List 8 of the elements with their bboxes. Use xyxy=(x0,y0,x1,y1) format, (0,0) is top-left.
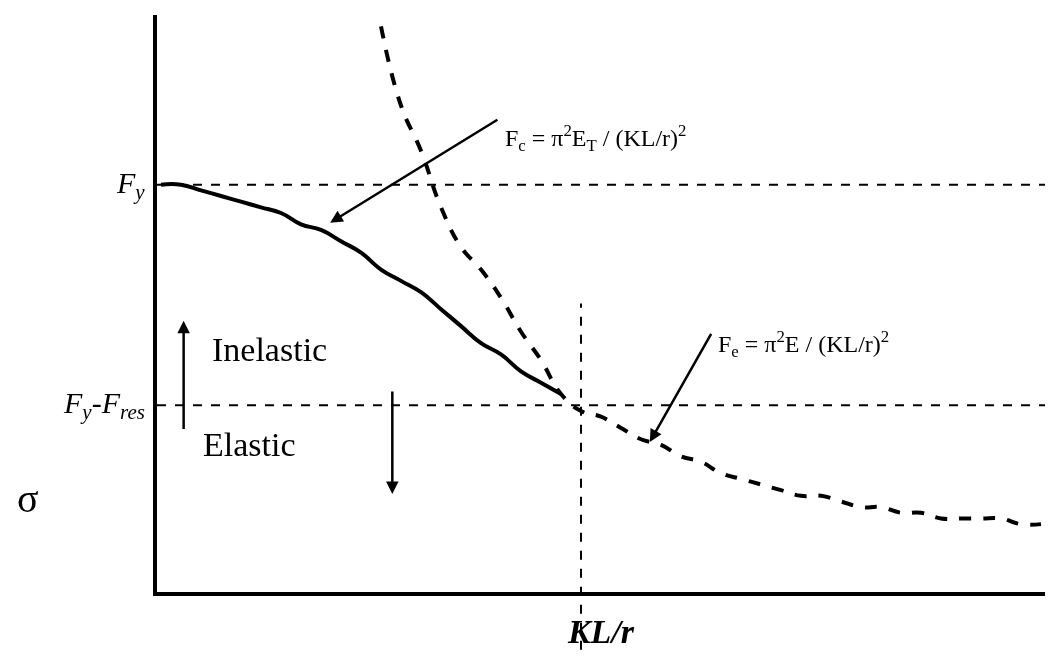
ref-line-label: F$_{y}$-F$_{res}$ xyxy=(63,386,145,425)
annotation: F$_{e}$ = π$^{2}$E / (KL/r)$^{2}$ xyxy=(718,327,890,362)
y-axis-title: σ xyxy=(17,476,39,521)
annotation: Inelastic xyxy=(212,331,328,368)
annotation: F$_{c}$ = π$^{2}$E$_{T}$ / (KL/r)$^{2}$ xyxy=(505,121,687,156)
x-axis-title: KL/r xyxy=(566,612,635,650)
ref-line-label: F$_{y}$ xyxy=(116,166,146,205)
annotation: Elastic xyxy=(203,426,296,463)
